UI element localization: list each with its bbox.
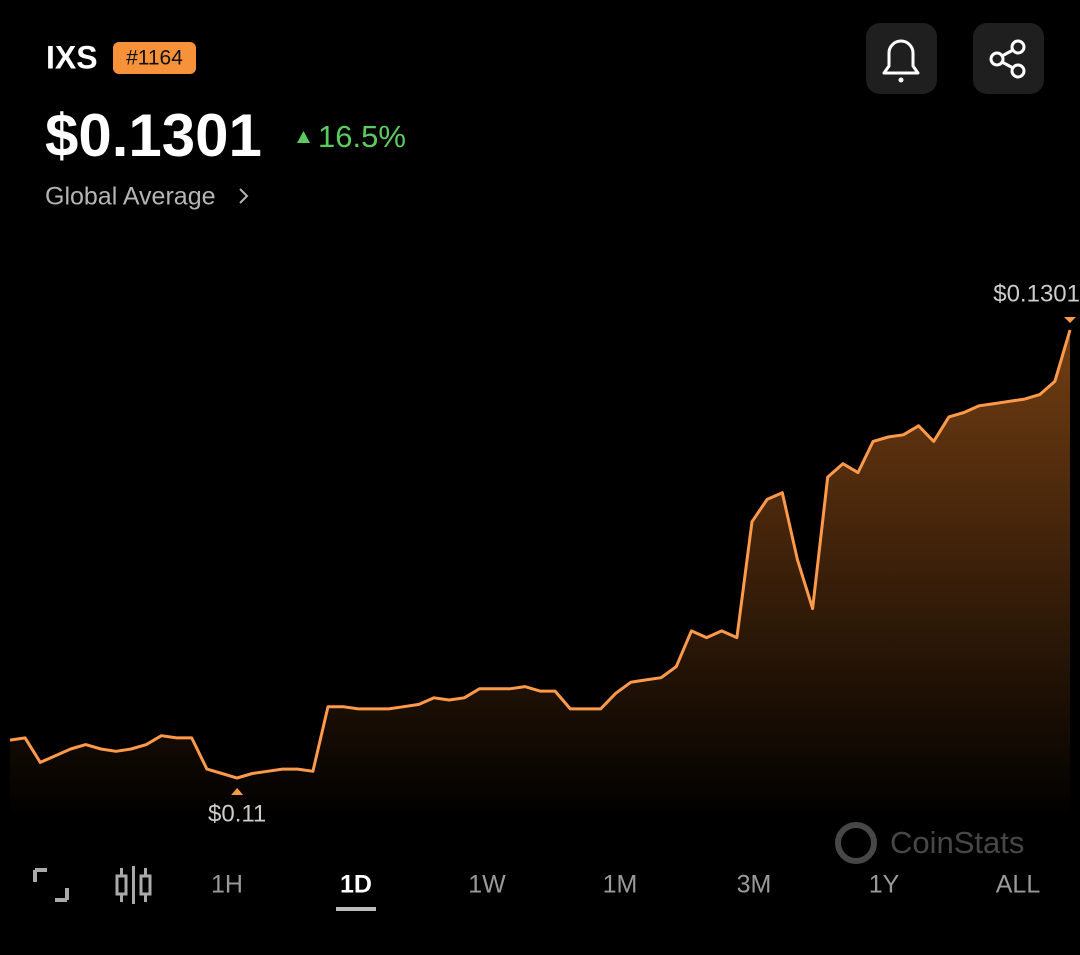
share-node[interactable] (1010, 63, 1026, 79)
area (10, 330, 1070, 820)
rank: #1164 (126, 47, 183, 70)
up-arrow (297, 131, 310, 143)
max-marker (1064, 317, 1076, 323)
bell-dot[interactable] (898, 77, 904, 83)
share-links[interactable] (1001, 48, 1014, 70)
share-node[interactable] (989, 51, 1005, 67)
watermark-text: CoinStats (890, 825, 1024, 860)
watermark-logo (835, 822, 877, 864)
range-underline[interactable] (336, 907, 376, 911)
share-button[interactable] (973, 23, 1044, 94)
button-bg[interactable] (866, 23, 937, 94)
chevron[interactable] (239, 188, 249, 204)
min-marker (231, 788, 244, 795)
range-tab[interactable]: 1D (340, 871, 372, 899)
candle[interactable] (139, 874, 152, 896)
bell-button[interactable] (866, 23, 937, 94)
min-label: $0.11 (208, 800, 266, 827)
price-line (9, 329, 1072, 780)
watermark: CoinStats (835, 822, 1024, 864)
range-tab[interactable]: 1M (603, 871, 638, 899)
candle-icon[interactable] (115, 866, 152, 904)
range-tabs: 1H 1D 1W 1M 3M 1Y ALL (211, 871, 1040, 911)
candle[interactable] (115, 874, 128, 896)
range-tab[interactable]: 1W (468, 871, 506, 899)
wicks[interactable] (120, 866, 147, 904)
price: $0.1301 (45, 102, 262, 169)
rank-badge (113, 42, 196, 74)
button-bg[interactable] (973, 23, 1044, 94)
range-tab[interactable]: ALL (996, 871, 1041, 899)
range-tab[interactable]: 1H (211, 871, 243, 899)
bell-icon[interactable] (882, 39, 920, 75)
range-tab[interactable]: 3M (737, 871, 772, 899)
range-tab[interactable]: 1Y (869, 871, 900, 899)
symbol: IXS (46, 39, 98, 75)
chart: $0.11 $0.1301 (9, 280, 1080, 827)
max-label: $0.1301 (993, 280, 1080, 307)
fullscreen-icon[interactable] (33, 868, 69, 902)
source[interactable]: Global Average (45, 183, 216, 211)
change: 16.5% (318, 119, 406, 154)
share-node[interactable] (1010, 39, 1026, 55)
